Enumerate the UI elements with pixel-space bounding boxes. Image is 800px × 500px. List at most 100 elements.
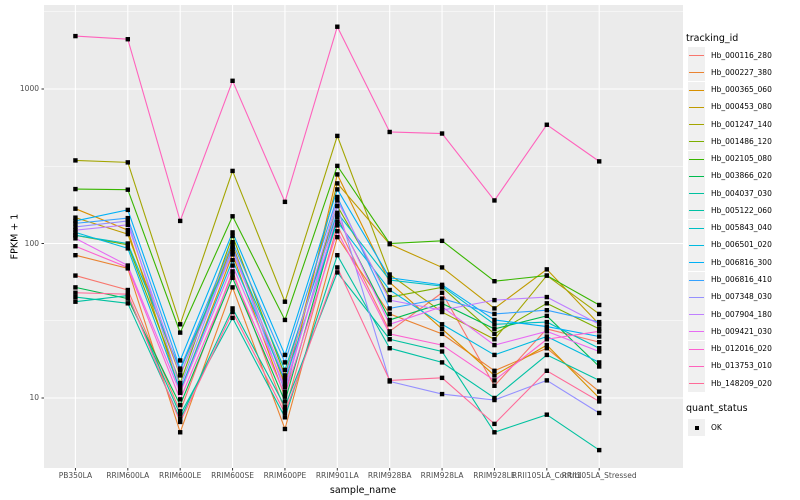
data-point	[335, 213, 340, 218]
legend-key-swatch	[688, 271, 705, 289]
data-point	[492, 326, 497, 332]
legend-key-swatch	[688, 185, 705, 203]
data-point	[492, 331, 497, 337]
data-point	[439, 304, 445, 309]
data-point	[387, 272, 392, 277]
data-point	[125, 246, 131, 251]
data-point	[492, 279, 497, 284]
legend-label: Hb_006501_020	[711, 240, 772, 250]
legend-item-Hb_012016_020: Hb_012016_020	[688, 340, 798, 358]
data-point	[125, 291, 131, 297]
data-point	[439, 265, 445, 270]
legend-item-Hb_009421_030: Hb_009421_030	[688, 323, 798, 341]
legend-key-swatch	[688, 167, 705, 185]
data-point	[439, 301, 445, 306]
legend-label: Hb_013753_010	[711, 361, 772, 371]
legend-label: Hb_002105_080	[711, 154, 772, 164]
legend-label: Hb_007348_030	[711, 292, 772, 302]
data-point	[230, 168, 235, 174]
data-point	[596, 349, 602, 354]
data-point	[282, 410, 288, 416]
x-tick-label-RRIM600SE: RRIM600SE	[211, 471, 255, 480]
data-point	[544, 267, 550, 272]
data-point	[282, 317, 288, 323]
black-square-point-icon	[694, 425, 699, 430]
legend-label: Hb_000227_380	[711, 67, 772, 77]
data-point	[335, 229, 340, 234]
legend-label: Hb_003866_020	[711, 171, 772, 181]
legend-key-line-icon	[689, 124, 704, 126]
data-point	[177, 384, 183, 390]
data-point	[492, 342, 497, 348]
data-point	[177, 390, 183, 396]
data-point	[335, 133, 340, 139]
x-tick-label-RRIM600LA: RRIM600LA	[106, 471, 150, 480]
data-point	[544, 352, 550, 358]
data-point	[177, 372, 183, 377]
legend-item-Hb_148209_020: Hb_148209_020	[688, 375, 798, 393]
data-point	[596, 326, 602, 332]
data-point	[335, 181, 340, 186]
data-point	[387, 294, 392, 300]
data-point	[177, 419, 183, 425]
data-point	[73, 273, 78, 278]
data-point	[439, 342, 445, 348]
data-point	[230, 214, 235, 219]
data-point	[177, 402, 183, 408]
data-point	[544, 378, 550, 383]
data-point	[125, 227, 131, 233]
data-point	[439, 296, 445, 301]
x-tick-label-PB350LA: PB350LA	[58, 471, 93, 480]
data-point	[387, 317, 392, 323]
data-point	[492, 373, 497, 378]
data-point	[596, 322, 602, 327]
data-point	[492, 430, 497, 435]
data-point	[596, 399, 602, 404]
legend-key-swatch	[688, 288, 705, 306]
legend-item-Hb_001247_140: Hb_001247_140	[688, 116, 798, 134]
y-tick-label: 10	[29, 393, 39, 402]
data-point	[387, 297, 392, 303]
data-point	[439, 349, 445, 354]
data-point	[439, 131, 445, 136]
data-point	[387, 346, 392, 351]
data-point	[544, 308, 550, 313]
data-point	[282, 199, 288, 205]
legend-label: Hb_004037_030	[711, 188, 772, 198]
legend-key-line-icon	[689, 227, 704, 229]
data-point	[439, 282, 445, 288]
data-point	[387, 331, 392, 337]
y-tick-label: 1000	[19, 84, 39, 93]
legend-key-line-icon	[689, 175, 704, 177]
data-point	[125, 207, 131, 213]
x-tick-label-RRIM928LA: RRIM928LA	[420, 471, 464, 480]
data-point	[282, 384, 288, 390]
legend-key-line-icon	[689, 314, 704, 316]
data-point	[73, 215, 78, 220]
data-point	[387, 329, 392, 334]
legend-key-line-icon	[689, 141, 704, 143]
legend-label: Hb_001247_140	[711, 119, 772, 129]
data-point	[73, 244, 78, 249]
legend-key-line-icon	[689, 383, 704, 385]
data-point	[282, 352, 288, 358]
data-point	[230, 257, 235, 263]
data-point	[387, 280, 392, 285]
data-point	[125, 187, 131, 192]
data-point	[177, 358, 183, 363]
x-tick-label-RRIM928BA: RRIM928BA	[367, 471, 412, 480]
legend-key-swatch	[688, 202, 705, 220]
legend-key-swatch	[688, 219, 705, 237]
data-point	[492, 198, 497, 203]
legend-item-Hb_001486_120: Hb_001486_120	[688, 133, 798, 151]
data-point	[544, 326, 550, 332]
data-point	[544, 122, 550, 127]
plot-panel	[44, 5, 683, 468]
legend-label: Hb_007904_180	[711, 309, 772, 319]
data-point	[335, 203, 340, 209]
data-point	[439, 308, 445, 313]
data-point	[387, 306, 392, 311]
data-point	[230, 315, 235, 321]
data-point	[596, 319, 602, 325]
data-point	[73, 230, 78, 235]
